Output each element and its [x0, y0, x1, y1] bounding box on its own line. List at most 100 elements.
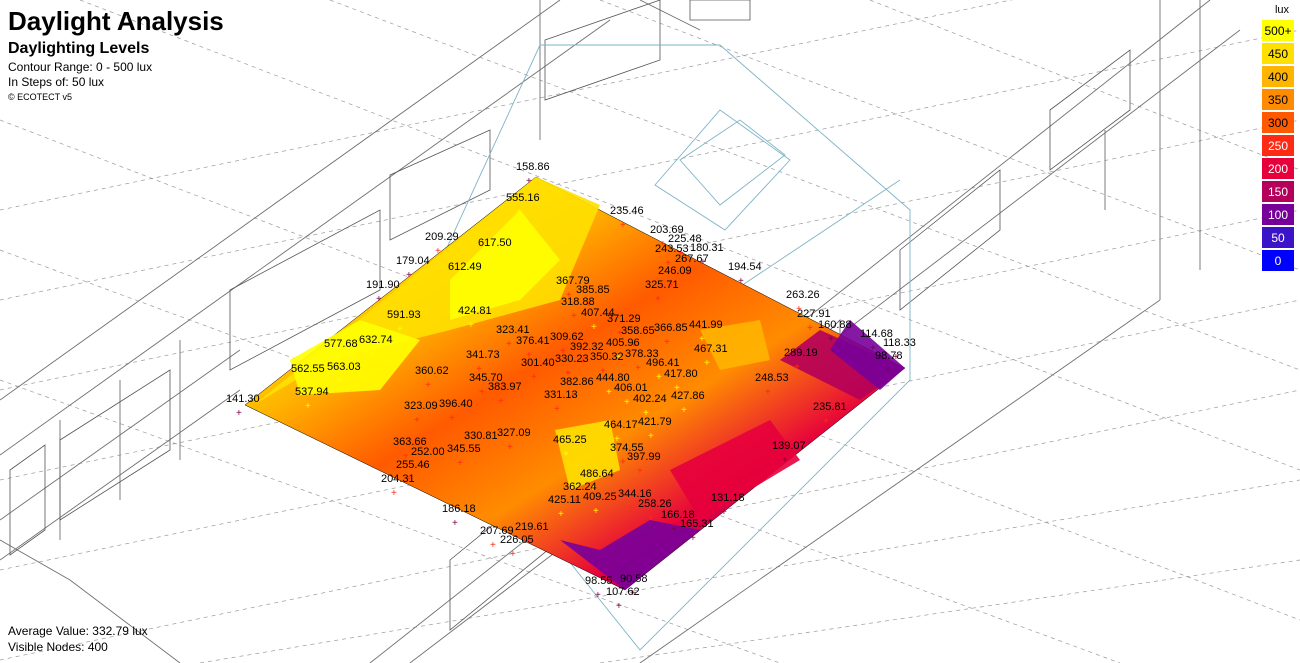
node-marker: +	[435, 246, 441, 257]
node-marker: +	[468, 320, 474, 331]
node-value-label: 467.31	[694, 343, 728, 355]
node-value-label: 207.69	[480, 525, 514, 537]
legend-swatch-300: 300	[1262, 112, 1294, 133]
node-marker: +	[406, 474, 412, 485]
node-marker: +	[628, 503, 634, 514]
node-value-label: 577.68	[324, 338, 358, 350]
node-value-label: 441.99	[689, 319, 723, 331]
node-value-label: 204.31	[381, 473, 415, 485]
node-marker: +	[391, 488, 397, 499]
node-marker: +	[671, 524, 677, 535]
node-value-label: 617.50	[478, 237, 512, 249]
node-marker: +	[554, 404, 560, 415]
node-marker: +	[476, 364, 482, 375]
node-marker: +	[479, 387, 485, 398]
node-value-label: 406.01	[614, 382, 648, 394]
node-marker: +	[668, 280, 674, 291]
node-marker: +	[600, 366, 606, 377]
node-marker: +	[614, 434, 620, 445]
node-marker: +	[490, 540, 496, 551]
node-marker: +	[526, 350, 532, 361]
node-value-label: 367.79	[556, 275, 590, 287]
legend-swatch-450: 450	[1262, 43, 1294, 64]
node-value-label: 362.24	[563, 481, 597, 493]
node-value-label: 219.61	[515, 521, 549, 533]
node-value-label: 427.86	[671, 390, 705, 402]
node-marker: +	[807, 323, 813, 334]
node-marker: +	[457, 458, 463, 469]
lux-legend: lux 500+ 450 400 350 300 250 200 150 100 50 0	[1262, 4, 1298, 273]
node-value-label: 496.41	[646, 357, 680, 369]
node-value-label: 165.31	[680, 518, 714, 530]
node-marker: +	[458, 276, 464, 287]
node-marker: +	[474, 445, 480, 456]
node-marker: +	[721, 507, 727, 518]
node-value-label: 444.80	[596, 372, 630, 384]
node-marker: +	[606, 387, 612, 398]
node-marker: +	[414, 415, 420, 426]
legend-swatch-250: 250	[1262, 135, 1294, 156]
node-marker: +	[590, 483, 596, 494]
node-marker: +	[369, 349, 375, 360]
node-value-label: 330.23	[555, 353, 589, 365]
legend-swatch-350: 350	[1262, 89, 1294, 110]
node-marker: +	[765, 387, 771, 398]
node-marker: +	[498, 396, 504, 407]
node-value-label: 98.55	[585, 575, 613, 587]
node-marker: +	[685, 268, 691, 279]
node-marker: +	[631, 340, 637, 351]
node-value-label: 632.74	[359, 334, 393, 346]
node-value-label: 180.31	[690, 242, 724, 254]
node-value-label: 363.66	[393, 436, 427, 448]
node-value-label: 235.46	[610, 205, 644, 217]
node-value-label: 360.62	[415, 365, 449, 377]
node-value-label: 258.26	[638, 498, 672, 510]
legend-swatch-0: 0	[1262, 250, 1294, 271]
node-value-label: 318.88	[561, 296, 595, 308]
node-marker: +	[617, 328, 623, 339]
node-value-label: 358.65	[621, 325, 655, 337]
node-value-label: 203.69	[650, 224, 684, 236]
node-marker: +	[678, 248, 684, 259]
node-value-label: 366.85	[654, 322, 688, 334]
analysis-subtitle: Daylighting Levels	[8, 40, 150, 57]
node-marker: +	[704, 358, 710, 369]
node-value-label: 421.79	[638, 416, 672, 428]
node-value-label: 382.86	[560, 376, 594, 388]
node-marker: +	[660, 239, 666, 250]
node-value-label: 345.55	[447, 443, 481, 455]
node-marker: +	[699, 334, 705, 345]
node-value-label: 612.49	[448, 261, 482, 273]
node-marker: +	[510, 549, 516, 560]
node-marker: +	[301, 378, 307, 389]
node-marker: +	[630, 588, 636, 599]
node-marker: +	[449, 413, 455, 424]
node-marker: +	[635, 363, 641, 374]
node-value-label: 341.73	[466, 349, 500, 361]
node-marker: +	[452, 518, 458, 529]
node-value-label: 255.46	[396, 459, 430, 471]
node-marker: +	[885, 365, 891, 376]
node-marker: +	[593, 506, 599, 517]
node-value-label: 114.68	[860, 328, 893, 340]
node-value-label: 263.26	[786, 289, 820, 301]
node-value-label: 226.05	[500, 534, 534, 546]
node-value-label: 227.91	[797, 308, 831, 320]
node-marker: +	[573, 496, 579, 507]
node-value-label: 383.97	[488, 381, 522, 393]
node-marker: +	[624, 397, 630, 408]
node-value-label: 397.99	[627, 451, 661, 463]
average-value-text: Average Value: 332.79 lux	[8, 624, 148, 638]
node-value-label: 371.29	[607, 313, 641, 325]
node-value-label: 158.86	[516, 161, 550, 173]
node-value-label: 118.33	[883, 337, 916, 349]
node-value-label: 160.88	[818, 319, 852, 331]
legend-swatch-200: 200	[1262, 158, 1294, 179]
node-value-label: 537.94	[295, 386, 329, 398]
node-marker: +	[236, 408, 242, 419]
node-value-label: 98.78	[875, 350, 903, 362]
legend-unit: lux	[1274, 4, 1290, 16]
node-value-label: 327.09	[497, 427, 531, 439]
node-value-label: 350.32	[590, 351, 624, 363]
